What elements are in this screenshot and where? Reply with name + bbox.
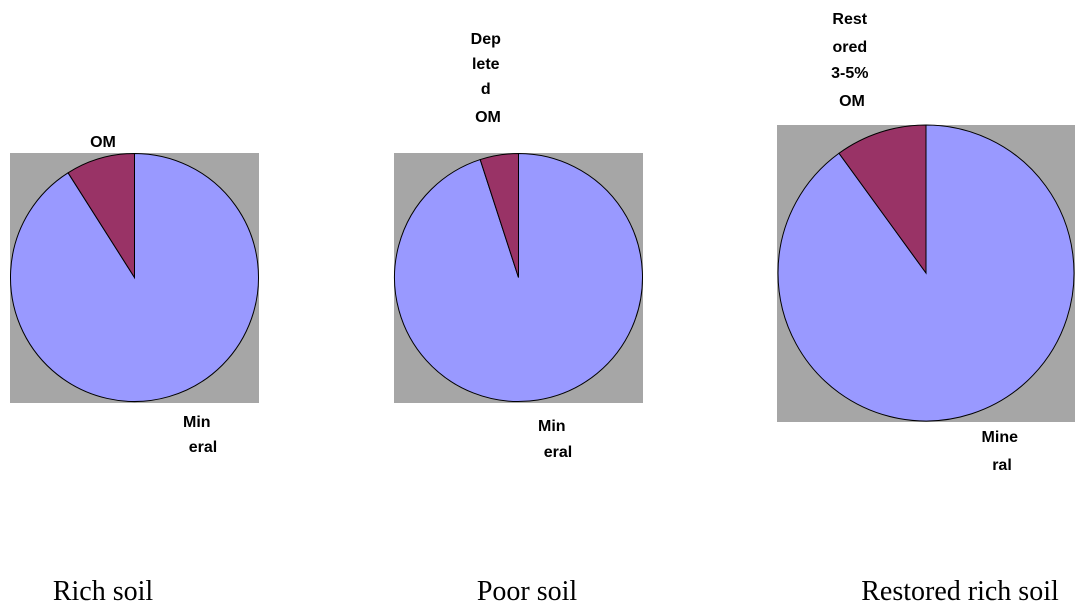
pie-slice-depleted-om-poor-soil[interactable] <box>479 152 519 278</box>
slice-label-restored-om-restored-rich-soil: Rest ored 3-5% OM <box>831 11 873 110</box>
slice-label-mineral-poor-soil: Min eral <box>538 418 572 461</box>
slice-label-mineral-rich-soil: Min eral <box>183 414 217 456</box>
chart-caption-restored-rich-soil: Restored rich soil <box>861 576 1059 607</box>
slice-label-om-rich-soil: OM <box>90 134 116 151</box>
pie-chart-poor-soil: Dep lete d OM Min eral Poor soil <box>394 31 643 607</box>
chart-caption-poor-soil: Poor soil <box>477 576 578 607</box>
slice-label-mineral-restored-rich-soil: Mine ral <box>982 429 1023 474</box>
pie-slice-om-rich-soil[interactable] <box>67 152 135 280</box>
pie-chart-restored-rich-soil: Rest ored 3-5% OM Mine ral Restored rich… <box>777 11 1075 607</box>
pie-slice-restored-om-restored-rich-soil[interactable] <box>838 124 927 275</box>
pie-chart-rich-soil: OM Min eral Rich soil <box>10 134 259 607</box>
slice-label-depleted-om-poor-soil: Dep lete d OM <box>471 31 506 126</box>
chart-caption-rich-soil: Rich soil <box>53 576 154 607</box>
